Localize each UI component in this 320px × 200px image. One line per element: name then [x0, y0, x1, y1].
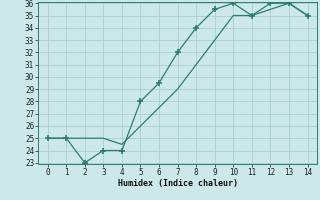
- X-axis label: Humidex (Indice chaleur): Humidex (Indice chaleur): [118, 179, 238, 188]
